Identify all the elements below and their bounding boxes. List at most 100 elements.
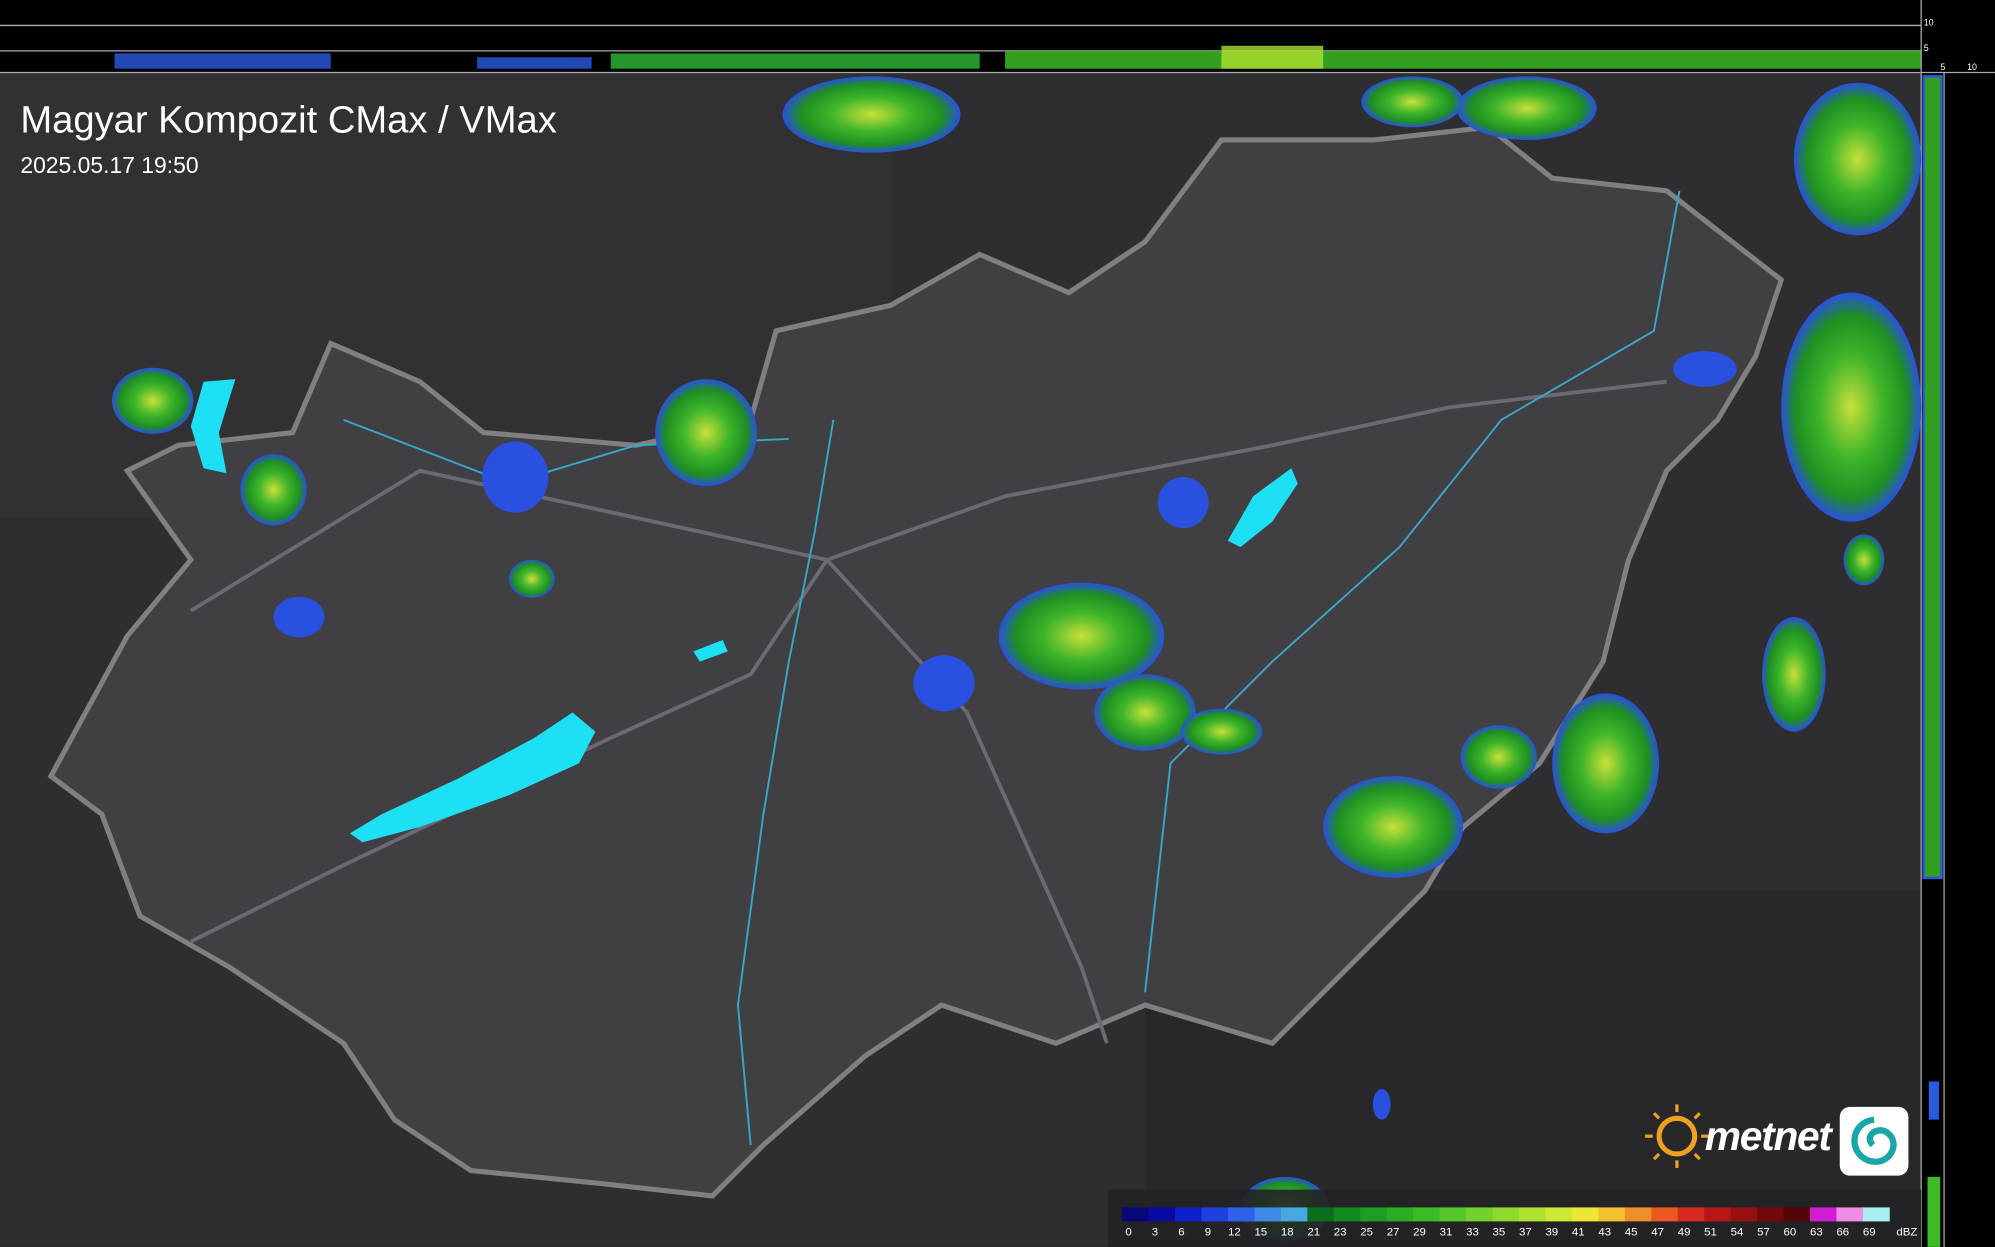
legend-swatch (1836, 1207, 1864, 1222)
legend-label: 49 (1678, 1226, 1691, 1238)
logo-rays (1645, 1104, 1709, 1168)
radar-echo (1673, 351, 1737, 387)
radar-echo (1361, 76, 1464, 128)
legend-label: 60 (1784, 1226, 1797, 1238)
legend-label: 43 (1598, 1226, 1611, 1238)
legend-swatch (1413, 1207, 1441, 1222)
radar-echo (508, 559, 555, 598)
logo-swirl (1851, 1116, 1897, 1165)
radar-echo (1157, 477, 1209, 529)
logo-badge (1839, 1106, 1909, 1176)
radar-echo (1323, 776, 1464, 878)
legend-label: 47 (1651, 1226, 1664, 1238)
scale-label: 10 (1924, 17, 1934, 27)
radar-echo (111, 367, 194, 434)
radar-echo (1927, 1176, 1941, 1247)
radar-echo (1923, 76, 1942, 878)
radar-echo (240, 454, 307, 526)
legend-label: 39 (1545, 1226, 1558, 1238)
legend-swatch (1386, 1207, 1414, 1222)
legend-label: 25 (1360, 1226, 1373, 1238)
road (189, 379, 1667, 613)
radar-echo (1928, 1081, 1939, 1120)
radar-echo (1094, 674, 1196, 751)
logo-sun (1656, 1115, 1698, 1157)
legend-label: 45 (1625, 1226, 1638, 1238)
legend-swatch (1307, 1207, 1335, 1222)
legend-label: 54 (1731, 1226, 1744, 1238)
legend-swatch (1254, 1207, 1282, 1222)
legend-swatch (1201, 1207, 1229, 1222)
legend-label: 41 (1572, 1226, 1585, 1238)
river (736, 419, 835, 1146)
legend-swatch (1122, 1207, 1150, 1222)
radar-echo (610, 53, 980, 69)
timestamp: 2025.05.17 19:50 (20, 152, 198, 178)
radar-echo (998, 582, 1165, 690)
legend-swatch (1757, 1207, 1784, 1222)
radar-echo (1221, 45, 1324, 69)
legend-swatch (1571, 1207, 1599, 1222)
radar-echo (1460, 725, 1537, 789)
legend-label: 18 (1281, 1226, 1294, 1238)
legend-label: 27 (1387, 1226, 1400, 1238)
legend-swatch (1677, 1207, 1705, 1222)
legend-label: 69 (1863, 1226, 1876, 1238)
legend-swatch (1175, 1207, 1202, 1222)
legend-swatch (1333, 1207, 1361, 1222)
legend-label: 15 (1254, 1226, 1267, 1238)
scale-label: 5 (1940, 62, 1945, 72)
logo-text: metnet (1705, 1113, 1834, 1159)
legend-swatch (1360, 1207, 1388, 1222)
legend-swatch (1730, 1207, 1758, 1222)
lake (349, 712, 596, 843)
legend-swatch (1227, 1207, 1255, 1222)
scale-label: 10 (1967, 62, 1977, 72)
radar-echo (1180, 708, 1263, 755)
legend-label: 21 (1307, 1226, 1320, 1238)
radar-echo (655, 379, 758, 487)
radar-echo (114, 53, 331, 69)
legend-swatch (1466, 1207, 1493, 1222)
lake (190, 379, 236, 474)
legend-unit: dBZ (1896, 1226, 1917, 1238)
legend-label: 37 (1519, 1226, 1532, 1238)
legend-label: 35 (1493, 1226, 1506, 1238)
radar-echo (273, 596, 325, 638)
radar-echo (1793, 82, 1922, 236)
legend-label: 31 (1440, 1226, 1453, 1238)
radar-echo (1372, 1089, 1391, 1120)
legend-swatch (1862, 1207, 1890, 1222)
radar-echo (1843, 534, 1885, 586)
legend-swatch (1545, 1207, 1573, 1222)
legend-swatch (1148, 1207, 1176, 1222)
lake (693, 639, 728, 662)
legend-swatch (1518, 1207, 1546, 1222)
river (1144, 190, 1681, 993)
legend-swatch (1704, 1207, 1732, 1222)
road (825, 558, 1109, 1044)
legend-label: 0 (1125, 1226, 1131, 1238)
radar-echo (1922, 75, 1943, 880)
radar-echo (1762, 617, 1826, 732)
legend-swatch (1651, 1207, 1679, 1222)
legend: 0 3 6 9 12 15 18 21 23 25 27 29 31 33 35 37 39 41 43 45 47 49… (1122, 1207, 1917, 1238)
radar-echo (1456, 76, 1597, 140)
country-border (47, 124, 1785, 1199)
radar-echo (477, 57, 592, 69)
legend-label: 3 (1152, 1226, 1158, 1238)
legend-swatch (1280, 1207, 1308, 1222)
legend-swatch (1492, 1207, 1520, 1222)
legend-label: 63 (1810, 1226, 1823, 1238)
legend-label: 57 (1757, 1226, 1770, 1238)
road (189, 558, 829, 944)
legend-swatch (1624, 1207, 1652, 1222)
legend-swatch (1439, 1207, 1467, 1222)
legend-label: 6 (1178, 1226, 1184, 1238)
legend-swatch (1810, 1207, 1837, 1222)
radar-echo (782, 76, 961, 153)
scale-label: 5 (1924, 43, 1929, 53)
radar-echo (482, 441, 549, 513)
